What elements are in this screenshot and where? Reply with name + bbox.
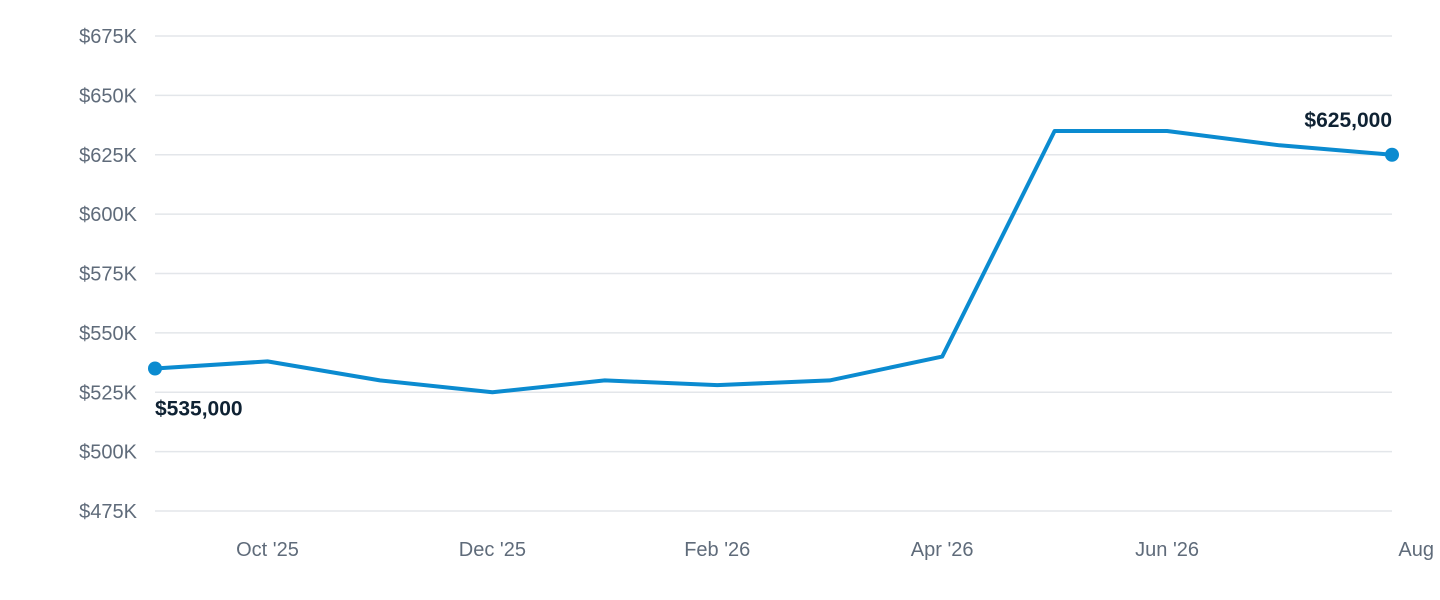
y-tick-label: $650K [79, 85, 137, 107]
x-tick-label: Dec '25 [459, 539, 526, 561]
y-tick-label: $625K [79, 145, 137, 167]
y-tick-label: $675K [79, 26, 137, 48]
data-point-marker [1385, 147, 1399, 162]
y-tick-label: $550K [79, 323, 137, 345]
series-layer [148, 129, 1399, 395]
data-label-layer: $535,000 $625,000 [155, 109, 1392, 421]
data-label: $535,000 [155, 398, 243, 421]
y-tick-label: $500K [79, 442, 137, 464]
x-tick-label: Jun '26 [1135, 539, 1199, 561]
data-label: $625,000 [1304, 109, 1392, 132]
y-axis: $675K $650K $625K $600K $575K $550K $525K $500K… [79, 26, 137, 523]
y-tick-label: $525K [79, 382, 137, 404]
x-axis: Oct '25 Dec '25 Feb '26 Apr '26 Jun '26 Aug '… [236, 539, 1440, 561]
y-tick-label: $600K [79, 204, 137, 226]
grid-layer [155, 35, 1392, 512]
x-tick-label: Aug '26 [1398, 539, 1440, 561]
x-tick-label: Oct '25 [236, 539, 299, 561]
y-tick-label: $475K [79, 501, 137, 523]
x-tick-label: Apr '26 [911, 539, 974, 561]
x-tick-label: Feb '26 [684, 539, 750, 561]
series-line [153, 129, 1394, 395]
data-point-marker [148, 361, 162, 376]
y-tick-label: $575K [79, 264, 137, 286]
